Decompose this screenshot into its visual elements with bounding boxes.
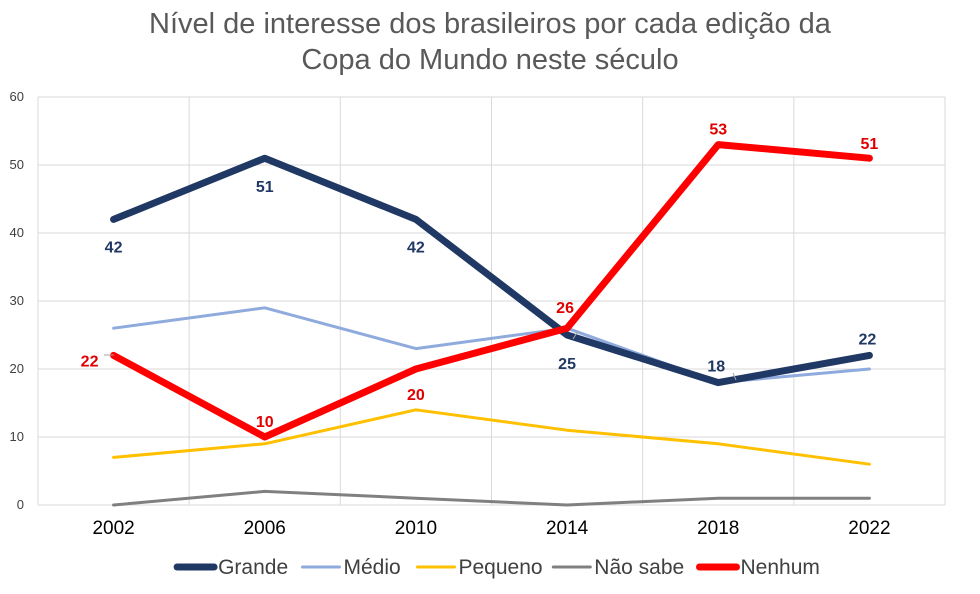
series-line-nenhum bbox=[110, 141, 873, 441]
leader-line bbox=[572, 330, 579, 340]
data-label-nenhum: 20 bbox=[407, 387, 425, 404]
series-line-nao-sabe bbox=[112, 489, 871, 507]
chart-title-line-2: Copa do Mundo neste século bbox=[301, 44, 679, 76]
data-label-nenhum: 10 bbox=[256, 414, 274, 431]
y-tick-label: 60 bbox=[10, 89, 24, 104]
data-label-nenhum: 51 bbox=[861, 136, 879, 153]
data-label-grande: 18 bbox=[707, 359, 725, 376]
x-tick-label: 2022 bbox=[848, 518, 890, 539]
data-label-nenhum: 22 bbox=[81, 353, 99, 370]
legend-label-pequeno: Pequeno bbox=[459, 556, 543, 579]
y-tick-label: 30 bbox=[10, 293, 24, 308]
data-label-grande: 42 bbox=[105, 239, 123, 256]
x-tick-label: 2002 bbox=[92, 518, 134, 539]
legend-label-nao-sabe: Não sabe bbox=[594, 556, 684, 579]
y-tick-label: 50 bbox=[10, 157, 24, 172]
data-label-grande: 22 bbox=[859, 331, 877, 348]
series-line-grande bbox=[110, 154, 873, 387]
series-line-pequeno bbox=[112, 408, 871, 466]
x-tick-label: 2014 bbox=[546, 518, 589, 539]
data-label-grande: 25 bbox=[558, 356, 576, 373]
y-tick-label: 10 bbox=[10, 429, 24, 444]
legend-label-medio: Médio bbox=[344, 556, 401, 579]
data-label-nenhum: 53 bbox=[709, 122, 727, 139]
legend-label-nenhum: Nenhum bbox=[741, 556, 820, 579]
chart-title: Nível de interesse dos brasileiros por c… bbox=[0, 6, 980, 78]
data-label-grande: 51 bbox=[256, 179, 274, 196]
data-label-grande: 42 bbox=[407, 239, 425, 256]
chart-title-line-1: Nível de interesse dos brasileiros por c… bbox=[149, 8, 831, 40]
leader-line bbox=[732, 372, 737, 381]
x-tick-label: 2010 bbox=[395, 518, 437, 539]
data-label-nenhum: 26 bbox=[556, 300, 574, 317]
legend-label-grande: Grande bbox=[218, 556, 288, 579]
y-tick-label: 20 bbox=[10, 361, 24, 376]
y-tick-label: 40 bbox=[10, 225, 24, 240]
y-tick-label: 0 bbox=[17, 497, 24, 512]
x-tick-label: 2018 bbox=[697, 518, 739, 539]
x-tick-label: 2006 bbox=[244, 518, 286, 539]
